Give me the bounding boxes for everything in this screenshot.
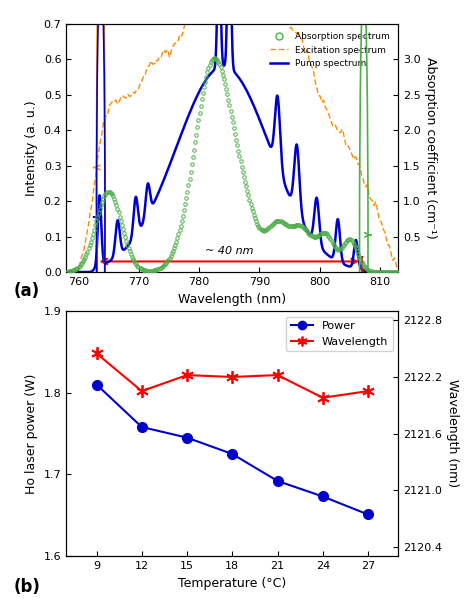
Wavelength — [320, 394, 326, 401]
Power — [365, 511, 371, 518]
Y-axis label: Intensity (a. u.): Intensity (a. u.) — [25, 100, 38, 196]
Line: Wavelength: Wavelength — [90, 347, 374, 404]
X-axis label: Wavelength (nm): Wavelength (nm) — [178, 292, 286, 306]
Power — [94, 381, 100, 388]
Power — [229, 450, 235, 457]
Power — [139, 423, 145, 431]
Legend: Absorption spectrum, Excitation spectrum, Pump spectrum: Absorption spectrum, Excitation spectrum… — [266, 29, 393, 72]
Y-axis label: Ho laser power (W): Ho laser power (W) — [25, 373, 38, 494]
Text: (b): (b) — [13, 578, 40, 596]
Y-axis label: Absorption coefficient (cm⁻¹): Absorption coefficient (cm⁻¹) — [424, 57, 438, 239]
Power — [274, 477, 280, 484]
Wavelength — [365, 388, 371, 395]
Y-axis label: Wavelength (nm): Wavelength (nm) — [446, 380, 459, 487]
Text: ~ 40 nm: ~ 40 nm — [205, 246, 254, 256]
Power — [184, 434, 190, 441]
Wavelength — [274, 371, 280, 379]
Wavelength — [184, 371, 190, 379]
Wavelength — [94, 350, 100, 357]
Text: (a): (a) — [13, 282, 39, 300]
Wavelength — [229, 373, 235, 380]
Line: Power: Power — [91, 380, 373, 519]
X-axis label: Temperature (°C): Temperature (°C) — [178, 576, 286, 590]
Power — [320, 493, 326, 500]
Wavelength — [139, 388, 145, 395]
Legend: Power, Wavelength: Power, Wavelength — [286, 316, 392, 351]
